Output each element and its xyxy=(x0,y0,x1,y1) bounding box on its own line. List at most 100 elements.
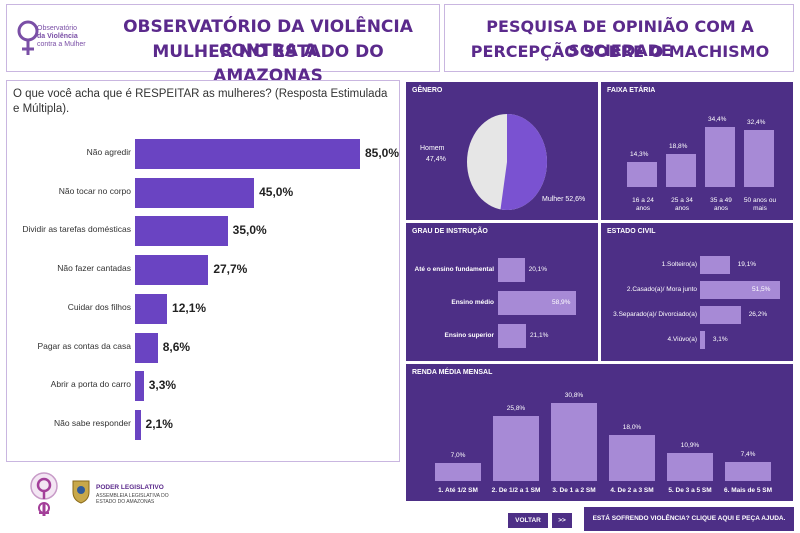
respeitar-bar-label: Não fazer cantadas xyxy=(57,263,131,274)
respeitar-bar-row: Não tocar no corpo 45,0% xyxy=(7,177,401,208)
respeitar-bar-label: Não tocar no corpo xyxy=(58,185,131,196)
renda-bar-label: 1. Até 1/2 SM xyxy=(438,487,478,494)
civil-bar xyxy=(700,306,741,324)
header-left-box: Observatório da Violência contra a Mulhe… xyxy=(6,4,440,86)
faixa-bar-label: 16 a 24 xyxy=(632,197,654,204)
respeitar-chart-panel: O que você acha que é RESPEITAR as mulhe… xyxy=(6,80,400,462)
help-button[interactable]: ESTÁ SOFRENDO VIOLÊNCIA? CLIQUE AQUI E P… xyxy=(584,507,794,531)
page-title-left-1: OBSERVATÓRIO DA VIOLÊNCIA CONTRA A xyxy=(123,17,413,61)
respeitar-bar-row: Não agredir 85,0% xyxy=(7,139,401,169)
grau-bar-value: 58,9% xyxy=(552,299,571,306)
voltar-button[interactable]: VOLTAR xyxy=(508,513,548,528)
poder-legislativo-text: PODER LEGISLATIVO xyxy=(96,484,164,491)
grau-bar xyxy=(498,291,576,315)
faixa-title: FAIXA ETÁRIA xyxy=(607,87,656,94)
respeitar-bar xyxy=(135,409,141,440)
respeitar-bar-value: 3,3% xyxy=(148,378,177,393)
respeitar-bar-label: Cuidar dos filhos xyxy=(67,301,131,312)
faixa-bar-label: 35 a 49 xyxy=(710,197,732,204)
logo-line-2: da Violência xyxy=(37,33,78,40)
civil-bar xyxy=(700,331,705,349)
renda-title: RENDA MÉDIA MENSAL xyxy=(412,369,493,376)
grau-bar-label: Até o ensino fundamental xyxy=(414,266,494,273)
homem-value: 47,4% xyxy=(426,156,446,163)
grau-bar-label: Ensino médio xyxy=(451,299,494,306)
next-button[interactable]: >> xyxy=(552,513,572,528)
respeitar-bar-row: Não fazer cantadas 27,7% xyxy=(7,255,401,286)
respeitar-bar-row: Pagar as contas da casa 8,6% xyxy=(7,332,401,363)
renda-bar-value: 30,8% xyxy=(564,392,584,399)
faixa-bar-value: 32,4% xyxy=(747,119,766,127)
respeitar-bar-row: Dividir as tarefas domésticas 35,0% xyxy=(7,216,401,247)
civil-bar-value: 26,2% xyxy=(748,311,768,318)
faixa-bar-label: anos xyxy=(674,205,690,212)
civil-bar-value: 51,5% xyxy=(752,286,771,293)
faixa-bar-label: mais xyxy=(753,205,767,212)
grau-bar xyxy=(498,258,525,282)
logo-line-1: Observatório xyxy=(37,25,78,32)
page-title-right-1: PESQUISA DE OPINIÃO COM A SOCIEDADE xyxy=(486,17,754,60)
faixa-bar xyxy=(627,162,657,187)
faixa-bar xyxy=(666,154,696,187)
faixa-bar-label: 25 a 34 xyxy=(671,197,693,204)
respeitar-bar-label: Pagar as contas da casa xyxy=(37,340,131,351)
respeitar-bar-value: 2,1% xyxy=(145,416,173,431)
civil-bar-value: 3,1% xyxy=(712,336,728,343)
renda-bar xyxy=(551,403,597,481)
renda-bar-value: 10,9% xyxy=(680,442,700,450)
respeitar-bar-value: 85,0% xyxy=(365,146,400,160)
renda-bar-label: 6. Mais de 5 SM xyxy=(723,487,773,494)
faixa-bar-value: 18,8% xyxy=(669,143,688,151)
page-title-right-2: PERCEPÇÃO SOBRE O MACHISMO xyxy=(470,42,770,61)
mulher-label: Mulher 52,6% xyxy=(542,196,586,203)
renda-bar-label: 2. De 1/2 a 1 SM xyxy=(491,487,541,494)
respeitar-bar-value: 45,0% xyxy=(259,184,294,199)
renda-bar-label: 4. De 2 a 3 SM xyxy=(610,487,654,494)
faixa-bar xyxy=(744,130,774,187)
pie-slice-mulher xyxy=(500,114,547,210)
renda-bar xyxy=(493,415,539,481)
civil-bar-label: 1.Solteiro(a) xyxy=(661,261,697,268)
renda-panel: RENDA MÉDIA MENSAL 7,0% 1. Até 1/2 SM 25,8… xyxy=(406,364,793,501)
faixa-bar-value: 14,3% xyxy=(630,151,649,159)
faixa-bar-label: 50 anos ou xyxy=(743,197,777,204)
renda-bar xyxy=(667,453,713,481)
grau-bar xyxy=(498,324,526,348)
renda-bar xyxy=(435,463,481,481)
venus-logo-icon xyxy=(17,20,39,55)
assembleia-text-2: ESTADO DO AMAZONAS xyxy=(96,499,155,505)
respeitar-bar-row: Abrir a porta do carro 3,3% xyxy=(7,371,401,402)
respeitar-bar-label: Abrir a porta do carro xyxy=(50,379,131,390)
respeitar-bar xyxy=(135,216,228,247)
genero-title: GÊNERO xyxy=(412,87,443,94)
renda-bar-value: 18,0% xyxy=(622,424,642,432)
respeitar-bar xyxy=(135,177,255,208)
faixa-bar-label: anos xyxy=(635,205,651,212)
respeitar-bar xyxy=(135,293,168,324)
respeitar-bar-label: Não sabe responder xyxy=(53,417,131,428)
respeitar-bar xyxy=(135,371,144,402)
respeitar-bar-row: Não sabe responder 2,1% xyxy=(7,409,401,440)
respeitar-bar xyxy=(135,332,158,363)
respeitar-bar xyxy=(135,255,209,286)
respeitar-bar-value: 12,1% xyxy=(172,300,207,315)
grau-title: GRAU DE INSTRUÇÃO xyxy=(412,228,488,235)
civil-bar-label: 4.Viúvo(a) xyxy=(667,336,697,343)
renda-bar-value: 7,4% xyxy=(740,451,756,459)
civil-bar xyxy=(700,256,730,274)
faixa-bar-label: anos xyxy=(713,205,729,212)
genero-panel: GÊNERO Homem 47,4% Mulher 52,6% xyxy=(406,82,598,220)
civil-bar xyxy=(700,281,780,299)
civil-panel: ESTADO CIVIL 1.Solteiro(a) 19,1% 2.Casado(… xyxy=(601,223,793,361)
homem-label: Homem xyxy=(420,145,445,152)
respeitar-bar-row: Cuidar dos filhos 12,1% xyxy=(7,293,401,324)
grau-bar-value: 21,1% xyxy=(529,332,549,339)
respeitar-bar-label: Não agredir xyxy=(86,147,131,157)
respeitar-bar-label: Dividir as tarefas domésticas xyxy=(22,224,131,235)
renda-bar xyxy=(725,462,771,481)
genero-pie xyxy=(467,114,547,210)
renda-bar-label: 3. De 1 a 2 SM xyxy=(552,487,596,494)
respeitar-bar-value: 8,6% xyxy=(162,339,191,354)
renda-bar-label: 5. De 3 a 5 SM xyxy=(668,487,712,494)
civil-bar-value: 19,1% xyxy=(737,261,757,268)
